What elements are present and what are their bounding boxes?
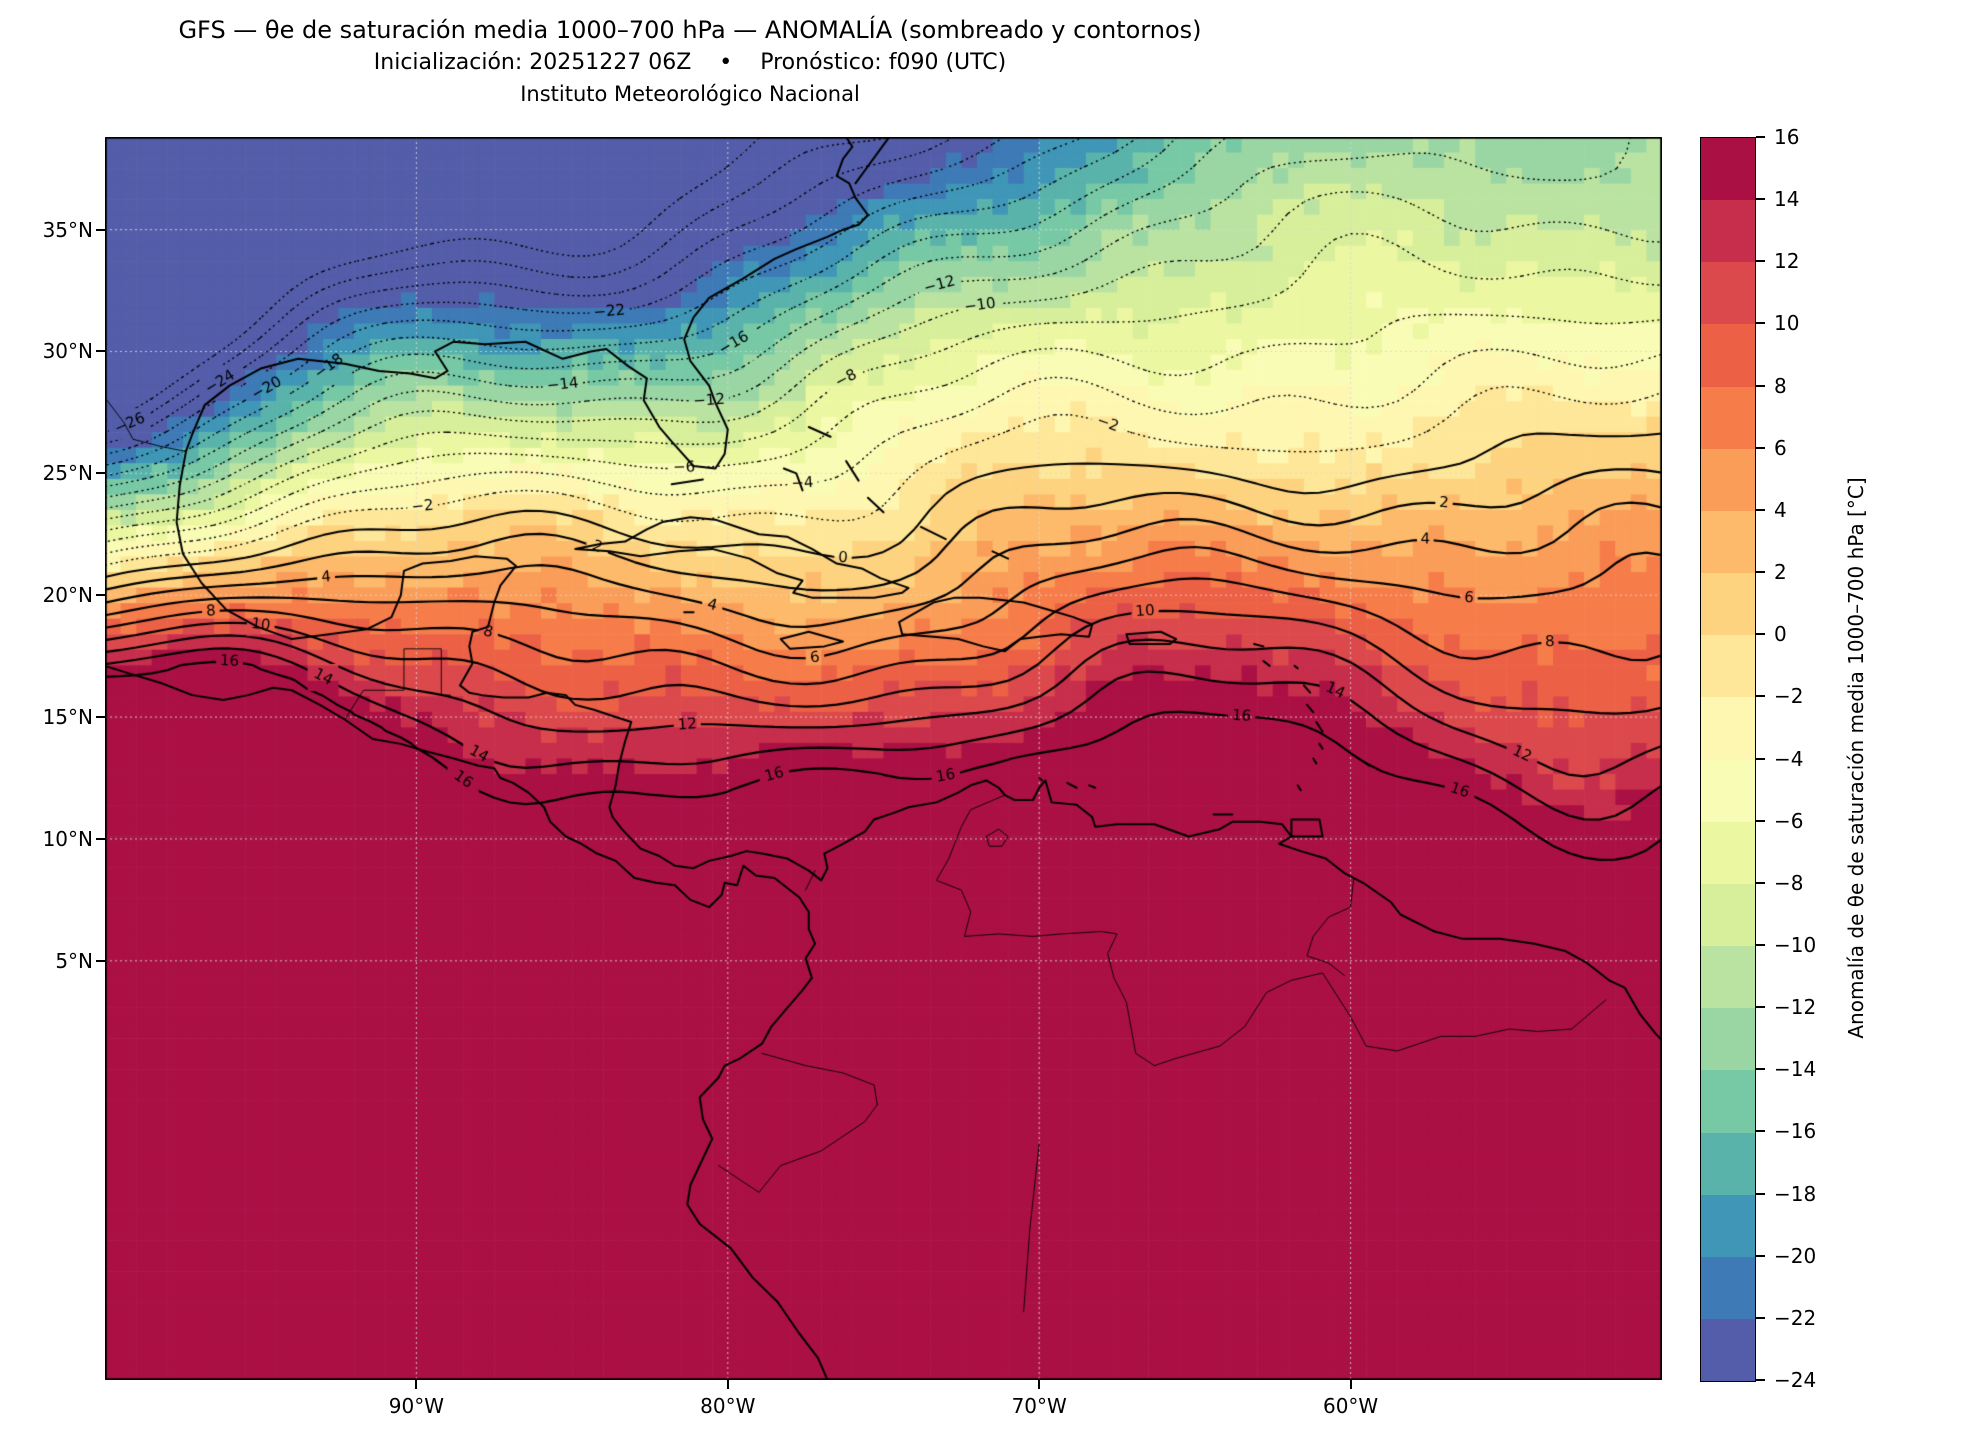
colorbar-tick-label: 16 xyxy=(1774,125,1800,149)
colorbar-tick-label: 4 xyxy=(1774,497,1787,522)
colorbar-tick xyxy=(1756,446,1765,449)
y-axis-tick xyxy=(96,472,105,475)
x-axis-tick xyxy=(726,1380,729,1389)
y-axis-tick-label: 35°N xyxy=(42,217,93,242)
y-axis-tick xyxy=(96,959,105,962)
y-axis-tick-label: 25°N xyxy=(42,461,93,486)
colorbar-segment xyxy=(1701,1256,1755,1319)
colorbar-tick xyxy=(1756,633,1765,636)
colorbar-tick xyxy=(1756,1379,1765,1381)
colorbar-tick xyxy=(1756,757,1765,760)
colorbar-segment xyxy=(1701,821,1755,884)
colorbar-tick-label: 6 xyxy=(1774,435,1787,460)
colorbar-segment xyxy=(1701,1194,1755,1257)
title-line-3: Instituto Meteorológico Nacional xyxy=(520,82,860,106)
colorbar-tick-label: −14 xyxy=(1774,1057,1817,1082)
colorbar-segment xyxy=(1701,635,1755,698)
x-axis-tick-label: 80°W xyxy=(700,1394,756,1418)
colorbar-tick xyxy=(1756,1316,1765,1319)
colorbar-tick xyxy=(1756,1254,1765,1257)
y-axis-tick-label: 15°N xyxy=(42,705,93,730)
colorbar-tick-label: 12 xyxy=(1774,249,1800,274)
colorbar-tick xyxy=(1756,1006,1765,1009)
colorbar-segment xyxy=(1701,1132,1755,1195)
y-axis-tick xyxy=(96,228,105,231)
colorbar-segment xyxy=(1701,946,1755,1009)
colorbar-tick xyxy=(1756,136,1765,138)
colorbar-segment xyxy=(1701,138,1755,201)
colorbar-segment xyxy=(1701,697,1755,760)
colorbar-tick-label: −8 xyxy=(1774,870,1804,895)
y-axis-tick-label: 20°N xyxy=(42,583,93,608)
colorbar-label: Anomalía de θe de saturación media 1000–… xyxy=(1844,477,1868,1039)
colorbar-tick xyxy=(1756,260,1765,263)
colorbar-segment xyxy=(1701,324,1755,387)
colorbar-tick xyxy=(1756,571,1765,574)
colorbar-tick xyxy=(1756,322,1765,325)
colorbar-tick-label: 14 xyxy=(1774,187,1800,212)
colorbar-tick-label: 10 xyxy=(1774,311,1800,336)
x-axis-tick xyxy=(1038,1380,1041,1389)
y-axis-tick xyxy=(96,837,105,840)
colorbar-tick xyxy=(1756,198,1765,201)
y-axis-tick-label: 30°N xyxy=(42,339,93,364)
colorbar-segment xyxy=(1701,1318,1755,1382)
colorbar-tick-label: −12 xyxy=(1774,995,1817,1020)
colorbar-segment xyxy=(1701,1070,1755,1133)
y-axis-tick-label: 10°N xyxy=(42,826,93,851)
colorbar-segment xyxy=(1701,510,1755,574)
y-axis-tick xyxy=(96,594,105,597)
colorbar-tick xyxy=(1756,695,1765,698)
colorbar-tick xyxy=(1756,508,1765,511)
colorbar-tick xyxy=(1756,943,1765,946)
colorbar-tick xyxy=(1756,819,1765,822)
colorbar-segment xyxy=(1701,262,1755,325)
colorbar-segment xyxy=(1701,386,1755,449)
colorbar-tick-label: −18 xyxy=(1774,1181,1817,1206)
colorbar-segment xyxy=(1701,759,1755,822)
colorbar-tick-label: 0 xyxy=(1774,622,1787,647)
colorbar-tick-label: −20 xyxy=(1774,1243,1817,1268)
colorbar-tick-label: −16 xyxy=(1774,1119,1817,1144)
colorbar-tick-label: −22 xyxy=(1774,1305,1817,1330)
colorbar-tick xyxy=(1756,1068,1765,1071)
title-line-2: Inicialización: 20251227 06Z • Pronóstic… xyxy=(373,50,1007,75)
colorbar-tick-label: −2 xyxy=(1774,684,1804,709)
colorbar-segment xyxy=(1701,448,1755,511)
y-axis-tick xyxy=(96,350,105,353)
colorbar-tick-label: −4 xyxy=(1774,746,1804,771)
colorbar xyxy=(1700,137,1756,1382)
colorbar-tick-label: −24 xyxy=(1774,1368,1817,1392)
y-axis-tick-label: 5°N xyxy=(55,948,93,973)
x-axis-tick-label: 70°W xyxy=(1011,1394,1067,1418)
colorbar-segment xyxy=(1701,573,1755,636)
map-canvas xyxy=(105,137,1662,1380)
title-line-1: GFS — θe de saturación media 1000–700 hP… xyxy=(178,16,1202,44)
colorbar-segment xyxy=(1701,1008,1755,1071)
colorbar-tick xyxy=(1756,1130,1765,1133)
colorbar-tick xyxy=(1756,881,1765,884)
colorbar-tick-label: −10 xyxy=(1774,932,1817,957)
x-axis-tick-label: 60°W xyxy=(1322,1394,1379,1418)
x-axis-tick-label: 90°W xyxy=(388,1394,445,1418)
colorbar-tick xyxy=(1756,384,1765,387)
colorbar-tick xyxy=(1756,1192,1765,1195)
colorbar-segment xyxy=(1701,200,1755,263)
colorbar-tick-label: −6 xyxy=(1774,808,1804,833)
colorbar-tick-label: 8 xyxy=(1774,373,1787,398)
colorbar-tick-label: 2 xyxy=(1774,560,1787,585)
x-axis-tick xyxy=(415,1380,418,1389)
colorbar-segment xyxy=(1701,883,1755,947)
y-axis-tick xyxy=(96,716,105,719)
x-axis-tick xyxy=(1349,1380,1352,1389)
